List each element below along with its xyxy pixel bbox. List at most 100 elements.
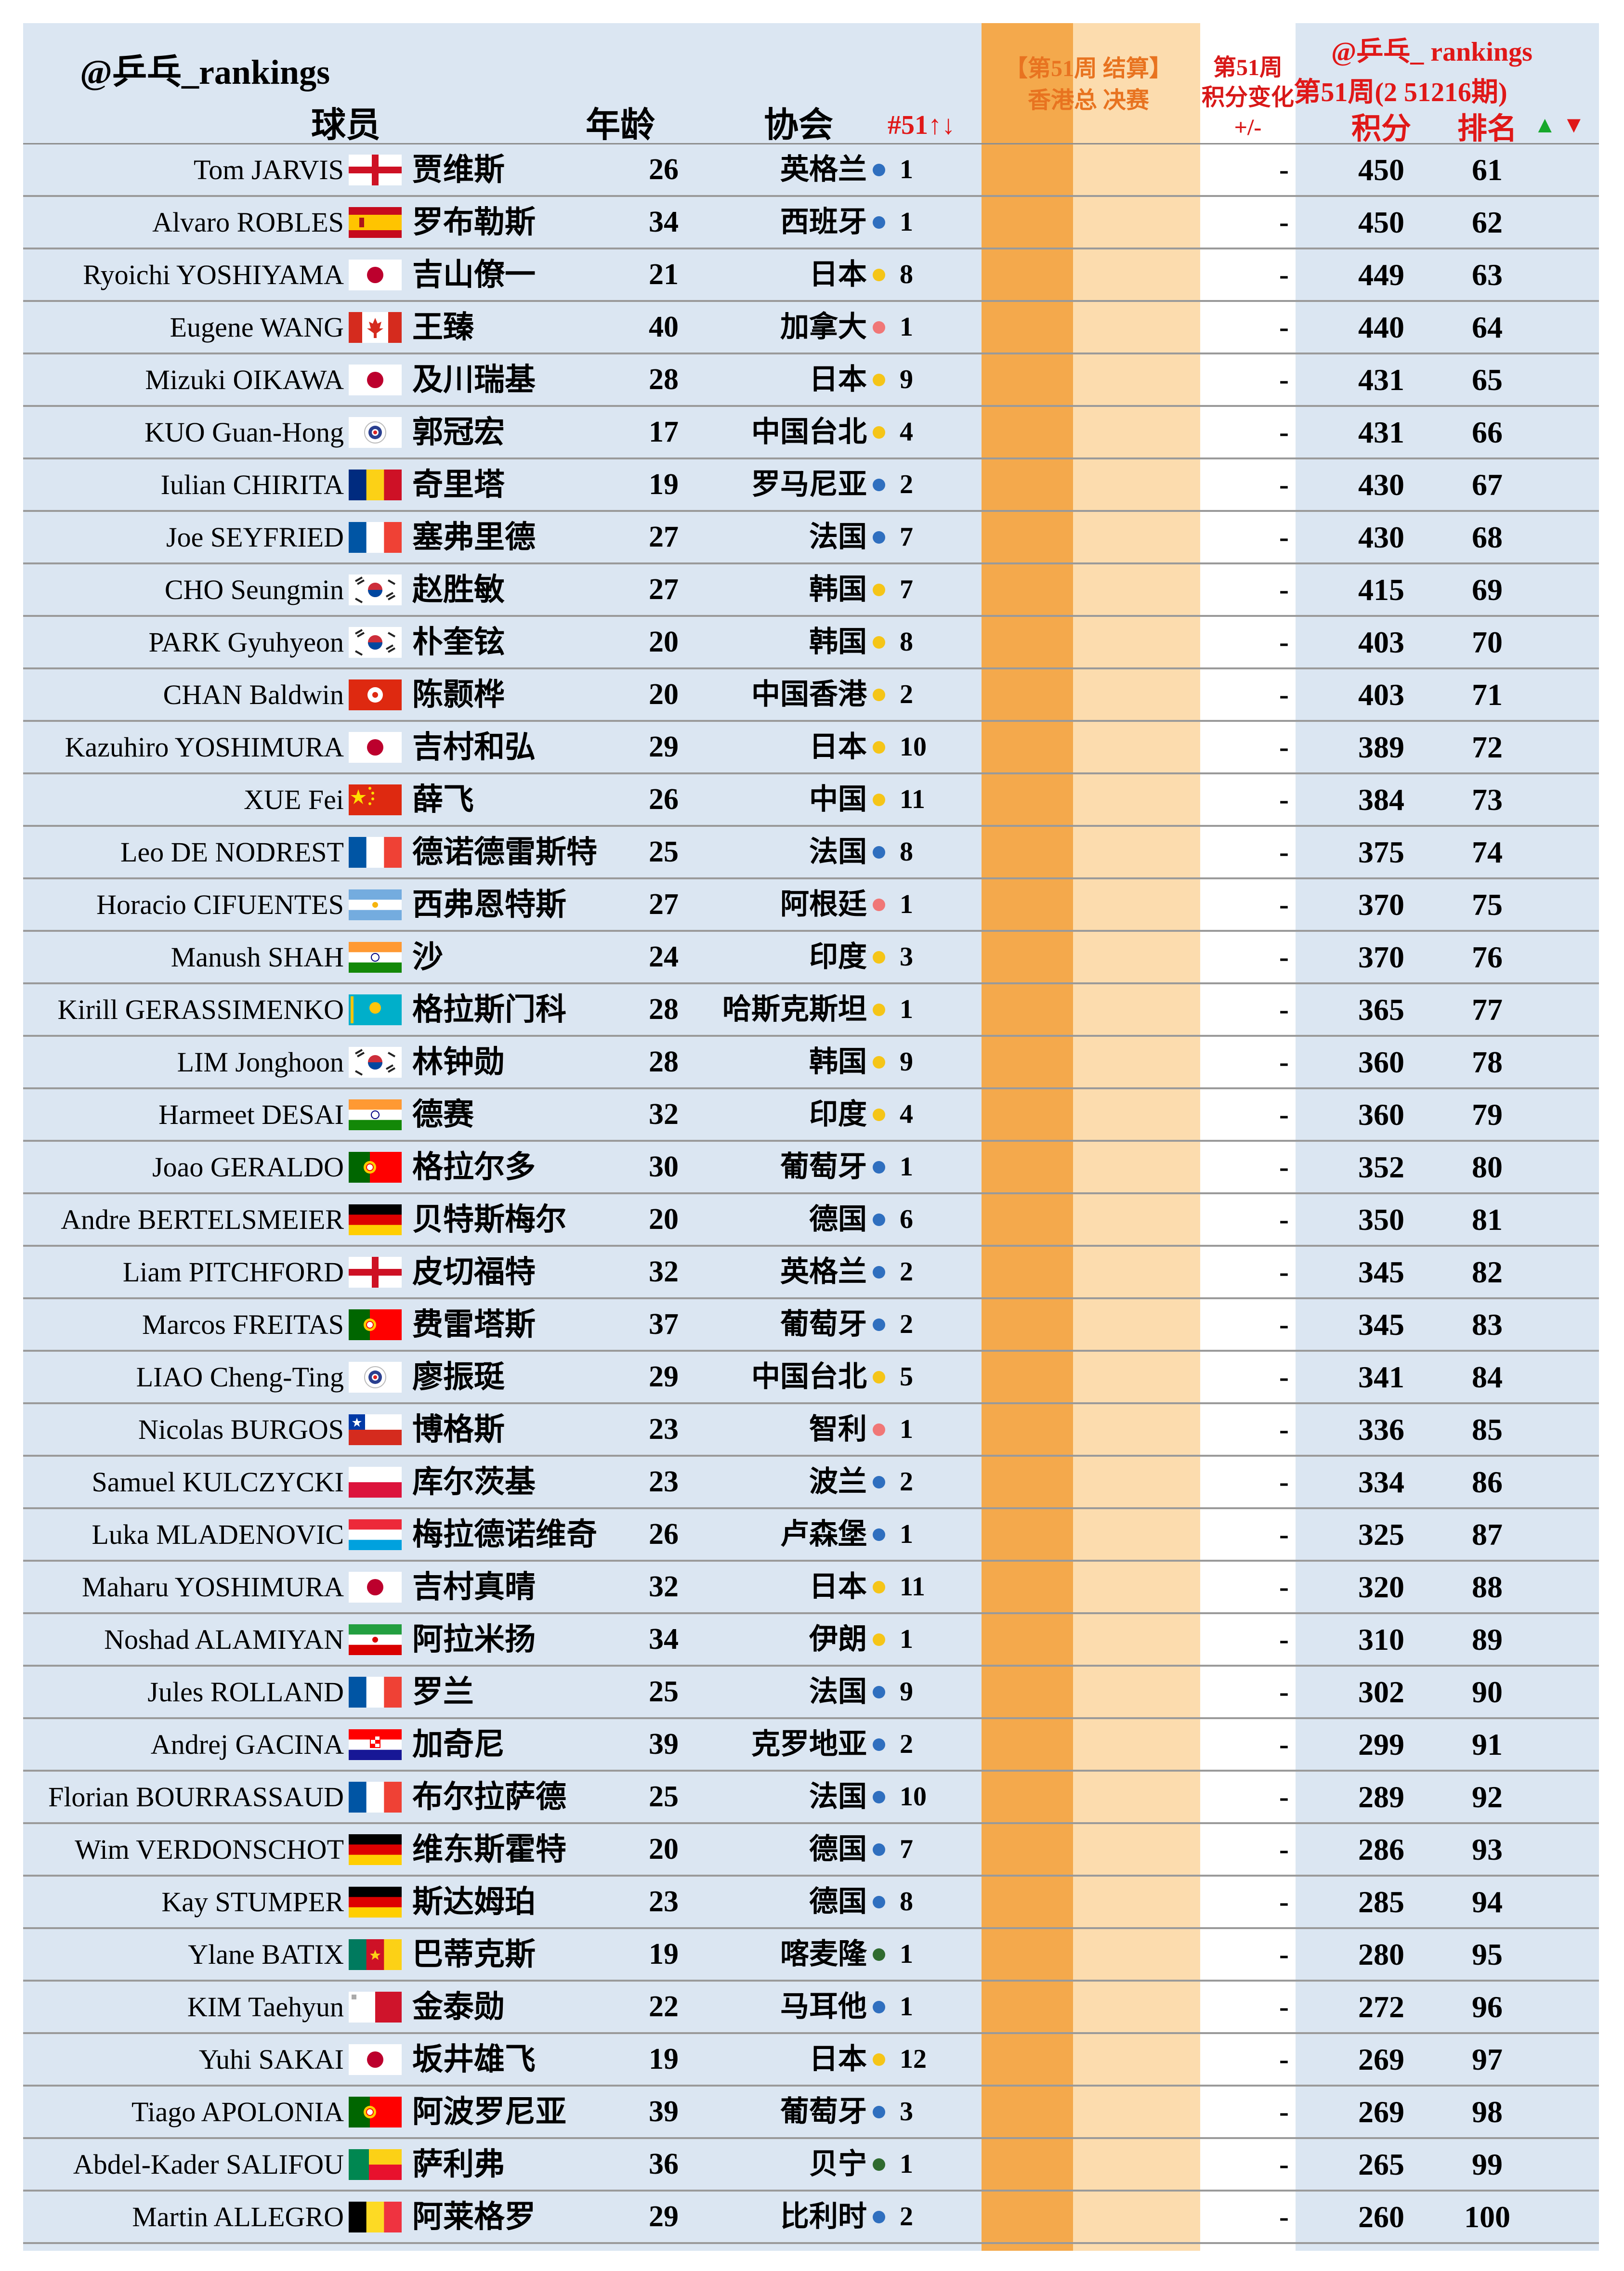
player-rank: 66 [1472, 415, 1503, 449]
player-association: 法国 [809, 836, 867, 868]
points-change: - [1279, 2096, 1289, 2127]
player-name-en: Iulian CHIRITA [160, 469, 344, 500]
player-association: 马耳他 [780, 1991, 867, 2023]
jpn-flag-icon [349, 2044, 402, 2075]
player-name-cn: 梅拉德诺维奇 [412, 1517, 597, 1552]
player-rank: 89 [1472, 1622, 1503, 1657]
player-rank: 69 [1472, 573, 1503, 607]
fra-flag-icon [349, 522, 402, 553]
player-points: 403 [1358, 678, 1404, 712]
player-name-en: KUO Guan-Hong [144, 417, 344, 448]
player-rank: 85 [1472, 1412, 1503, 1447]
ind-flag-icon [349, 942, 402, 973]
association-dot-icon [873, 1896, 885, 1908]
player-name-cn: 阿莱格罗 [412, 2200, 536, 2234]
player-association: 伊朗 [809, 1623, 867, 1655]
week51-rank: 2 [900, 1309, 913, 1339]
association-dot-icon [873, 689, 885, 701]
player-name-cn: 沙 [412, 940, 443, 974]
table-row: Eugene WANG 王臻 40 加拿大 1 - 440 64 [23, 302, 1599, 354]
player-name-en: LIAO Cheng-Ting [136, 1361, 344, 1393]
por-flag-icon [349, 2097, 402, 2127]
table-row: Luka MLADENOVIC 梅拉德诺维奇 26 卢森堡 1 - 325 87 [23, 1509, 1599, 1562]
header-week-issue: 第51周(2 51216期) [1294, 78, 1507, 107]
table-row: Jules ROLLAND 罗兰 25 法国 9 - 302 90 [23, 1667, 1599, 1719]
table-row: Noshad ALAMIYAN 阿拉米扬 34 伊朗 1 - 310 89 [23, 1614, 1599, 1667]
player-name-en: CHAN Baldwin [163, 679, 344, 710]
table-row: Abdel-Kader SALIFOU 萨利弗 36 贝宁 1 - 265 99 [23, 2139, 1599, 2192]
player-association: 葡萄牙 [780, 1308, 867, 1340]
week51-rank: 2 [900, 470, 913, 499]
week51-rank: 1 [900, 1624, 913, 1654]
table-row: LIM Jonghoon 林钟勋 28 韩国 9 - 360 78 [23, 1037, 1599, 1089]
player-points: 431 [1358, 363, 1404, 397]
table-row: Liam PITCHFORD 皮切福特 32 英格兰 2 - 345 82 [23, 1247, 1599, 1299]
player-points: 450 [1358, 205, 1404, 239]
player-name-cn: 加奇尼 [412, 1727, 505, 1762]
association-dot-icon [873, 1948, 885, 1961]
points-change: - [1279, 469, 1289, 500]
points-change: - [1279, 1833, 1289, 1865]
week51-rank: 1 [900, 1152, 913, 1182]
player-name-cn: 及川瑞基 [412, 363, 536, 397]
player-age: 34 [649, 1623, 679, 1656]
header-settlement: 【第51周 结算】 香港总 决赛 [982, 53, 1194, 117]
player-name-en: Joe SEYFRIED [166, 522, 344, 553]
player-name-cn: 布尔拉萨德 [412, 1780, 566, 1814]
table-row: CHO Seungmin 赵胜敏 27 韩国 7 - 415 69 [23, 564, 1599, 617]
week51-rank: 1 [900, 207, 913, 237]
player-rank: 80 [1472, 1150, 1503, 1184]
player-rank: 77 [1472, 992, 1503, 1027]
player-rank: 73 [1472, 783, 1503, 817]
player-association: 印度 [809, 1098, 867, 1130]
points-change: - [1279, 1571, 1289, 1603]
player-age: 40 [649, 311, 679, 343]
player-age: 20 [649, 1203, 679, 1236]
week51-rank: 1 [900, 889, 913, 919]
week51-rank: 9 [900, 1677, 913, 1707]
week51-rank: 3 [900, 942, 913, 972]
player-name-en: Luka MLADENOVIC [92, 1519, 344, 1550]
player-points: 269 [1358, 2042, 1404, 2076]
week51-rank: 8 [900, 260, 913, 289]
association-dot-icon [873, 1371, 885, 1383]
player-name-cn: 罗兰 [412, 1675, 474, 1709]
change-column-bg [1200, 23, 1296, 2251]
association-dot-icon [873, 1266, 885, 1279]
player-name-cn: 廖振珽 [412, 1360, 505, 1394]
player-name-en: Maharu YOSHIMURA [82, 1571, 344, 1603]
ger-flag-icon [349, 1887, 402, 1918]
player-name-cn: 维东斯霍特 [412, 1832, 566, 1866]
player-name-en: Manush SHAH [170, 941, 344, 973]
player-name-en: Samuel KULCZYCKI [92, 1466, 344, 1498]
table-row: Andrej GACINA 加奇尼 39 克罗地亚 2 - 299 91 [23, 1719, 1599, 1772]
player-age: 32 [649, 1255, 679, 1288]
points-change: - [1279, 1991, 1289, 2023]
player-name-en: Mizuki OIKAWA [145, 364, 344, 395]
player-association: 日本 [809, 364, 867, 395]
table-row: Kirill GERASSIMENKO 格拉斯门科 28 哈斯克斯坦 1 - 3… [23, 984, 1599, 1037]
player-name-cn: 吉山僚一 [412, 258, 536, 292]
points-change: - [1279, 1151, 1289, 1183]
association-dot-icon [873, 846, 885, 859]
week51-rank: 10 [900, 1782, 927, 1812]
player-points: 302 [1358, 1675, 1404, 1709]
player-name-en: Tiago APOLONIA [131, 2096, 344, 2127]
week51-rank: 8 [900, 627, 913, 657]
player-name-en: Florian BOURRASSAUD [48, 1781, 344, 1813]
player-points: 430 [1358, 520, 1404, 554]
player-rank: 67 [1472, 468, 1503, 502]
player-rank: 62 [1472, 205, 1503, 239]
player-association: 贝宁 [809, 2148, 867, 2180]
player-points: 365 [1358, 992, 1404, 1027]
week51-rank: 9 [900, 365, 913, 394]
player-name-cn: 皮切福特 [412, 1255, 536, 1289]
points-change: - [1279, 416, 1289, 448]
player-name-en: KIM Taehyun [187, 1991, 344, 2023]
player-points: 299 [1358, 1727, 1404, 1762]
jpn-flag-icon [349, 1572, 402, 1603]
player-name-cn: 吉村真晴 [412, 1570, 536, 1604]
points-change: - [1279, 1886, 1289, 1918]
kaz-flag-icon [349, 994, 402, 1025]
kor-flag-icon [349, 574, 402, 605]
